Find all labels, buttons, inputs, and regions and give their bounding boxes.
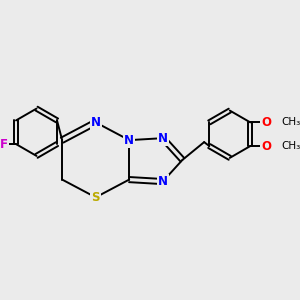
Text: F: F [0, 138, 8, 151]
Text: N: N [158, 132, 168, 145]
Text: O: O [261, 140, 271, 153]
Text: N: N [91, 116, 101, 129]
Text: O: O [261, 116, 271, 129]
Text: CH₃: CH₃ [281, 141, 300, 151]
Text: N: N [124, 134, 134, 147]
Text: S: S [92, 191, 100, 204]
Text: CH₃: CH₃ [281, 117, 300, 128]
Text: N: N [158, 175, 168, 188]
